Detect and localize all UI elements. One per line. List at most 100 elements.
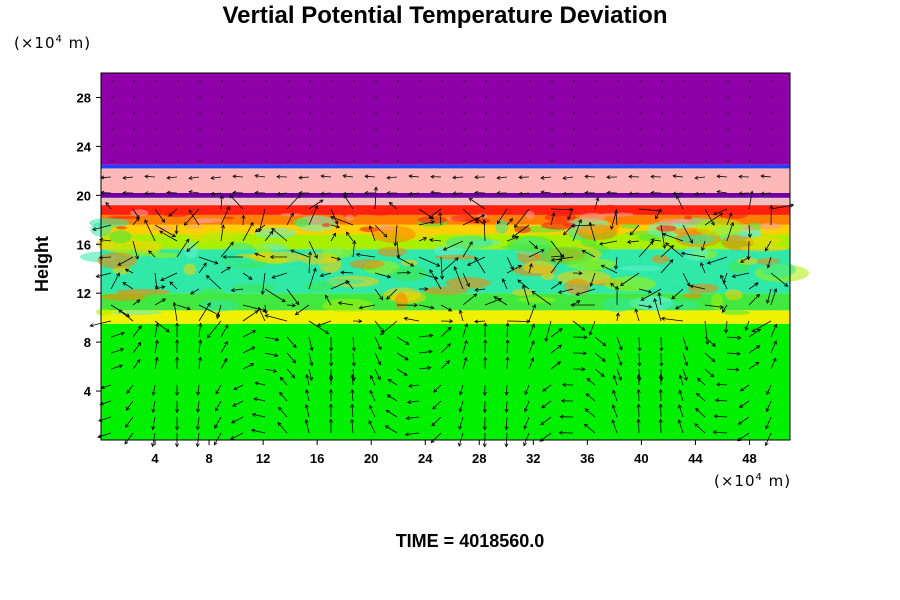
heatmap-patch xyxy=(198,287,226,301)
wind-vector-head xyxy=(304,418,309,424)
wind-vector xyxy=(676,195,684,210)
wind-vector-head xyxy=(600,373,605,378)
wind-vector-head xyxy=(684,346,689,351)
wind-vector-head xyxy=(277,422,282,427)
wind-vector xyxy=(418,351,432,354)
wind-vector-head xyxy=(368,404,373,410)
wind-vector-head xyxy=(737,420,743,425)
wind-vector-head xyxy=(413,303,418,308)
wind-vector-head xyxy=(195,408,201,414)
wind-vector-head xyxy=(174,356,180,361)
heatmap-patch xyxy=(523,260,555,274)
wind-vector-head xyxy=(379,296,384,301)
wind-vector xyxy=(523,416,530,429)
wind-vector xyxy=(369,405,376,418)
wind-vector-head xyxy=(716,174,721,179)
wind-vector-head xyxy=(118,364,123,369)
wind-vector-head xyxy=(429,215,435,220)
wind-vector-head xyxy=(636,388,641,393)
x-unit-suffix: m) xyxy=(762,472,792,490)
wind-vector xyxy=(308,336,313,351)
wind-vector-head xyxy=(686,282,691,287)
wind-vector-head xyxy=(618,376,622,381)
wind-vector xyxy=(550,361,561,370)
wind-vector xyxy=(325,295,332,306)
heatmap-patch xyxy=(720,310,751,315)
heatmap-patch xyxy=(349,259,385,269)
wind-vector-head xyxy=(528,263,533,268)
wind-vector xyxy=(726,352,741,355)
wind-vector-head xyxy=(475,217,480,222)
wind-vector xyxy=(745,320,750,331)
wind-vector xyxy=(374,320,384,333)
wind-vector-head xyxy=(718,212,724,217)
heatmap-patch xyxy=(324,278,366,285)
wind-vector xyxy=(550,258,562,274)
wind-vector xyxy=(506,323,509,338)
wind-vector-head xyxy=(505,339,510,344)
wind-vector xyxy=(672,192,684,195)
wind-vector xyxy=(512,224,530,238)
wind-vector xyxy=(505,416,508,430)
wind-vector-head xyxy=(295,301,300,306)
wind-vector-head xyxy=(264,314,269,319)
wind-vector-head xyxy=(540,190,545,195)
wind-vector xyxy=(594,197,599,210)
wind-vector xyxy=(655,208,662,219)
wind-vector xyxy=(528,240,538,249)
wind-vector xyxy=(290,249,310,258)
wind-vector-head xyxy=(595,196,600,202)
wind-vector-head xyxy=(650,190,655,195)
wind-vector xyxy=(483,219,486,242)
wind-vector-head xyxy=(290,212,294,217)
x-tick-label: 44 xyxy=(688,451,703,466)
wind-vector xyxy=(429,269,442,290)
wind-vector-head xyxy=(253,397,258,402)
wind-vector xyxy=(770,340,777,354)
wind-vector-head xyxy=(659,362,664,367)
wind-vector xyxy=(271,228,288,242)
wind-vector-head xyxy=(558,430,563,435)
wind-vector-head xyxy=(650,174,655,179)
y-tick-label: 8 xyxy=(84,335,91,350)
wind-vector-head xyxy=(328,388,333,393)
wind-vector xyxy=(629,224,640,236)
wind-vector xyxy=(308,368,313,381)
wind-vector-head xyxy=(589,282,594,287)
wind-vector-head xyxy=(432,405,437,410)
wind-vector xyxy=(726,336,741,339)
wind-vector xyxy=(715,399,728,402)
wind-vector-head xyxy=(540,175,545,180)
wind-vector-head xyxy=(636,418,641,423)
wind-vector xyxy=(681,252,706,258)
wind-vector xyxy=(638,352,640,367)
wind-vector xyxy=(198,323,202,338)
wind-vector xyxy=(563,176,574,179)
wind-vector xyxy=(346,280,354,290)
wind-vector xyxy=(653,298,662,322)
wind-vector-head xyxy=(386,175,391,180)
wind-vector-head xyxy=(561,382,567,387)
wind-vector xyxy=(176,238,190,258)
wind-vector-head xyxy=(304,403,309,409)
wind-vector-head xyxy=(559,254,565,259)
wind-vector-head xyxy=(183,221,188,226)
wind-vector-head xyxy=(740,259,745,263)
wind-vector-head xyxy=(694,191,699,196)
wind-vector xyxy=(152,400,156,413)
wind-vector xyxy=(286,288,300,305)
heatmap-patch xyxy=(752,205,784,215)
wind-vector-head xyxy=(466,282,470,288)
wind-vector-head xyxy=(171,233,177,238)
wind-vector-head xyxy=(657,291,662,297)
wind-vector-head xyxy=(694,423,699,428)
wind-vector-head xyxy=(324,294,329,299)
wind-vector xyxy=(616,313,619,322)
wind-vector xyxy=(551,256,574,261)
wind-vector-head xyxy=(648,304,653,309)
wind-vector xyxy=(351,419,354,434)
wind-vector xyxy=(189,176,200,179)
wind-vector xyxy=(752,320,772,332)
wind-vector xyxy=(493,296,508,306)
wind-vector-head xyxy=(647,289,653,294)
